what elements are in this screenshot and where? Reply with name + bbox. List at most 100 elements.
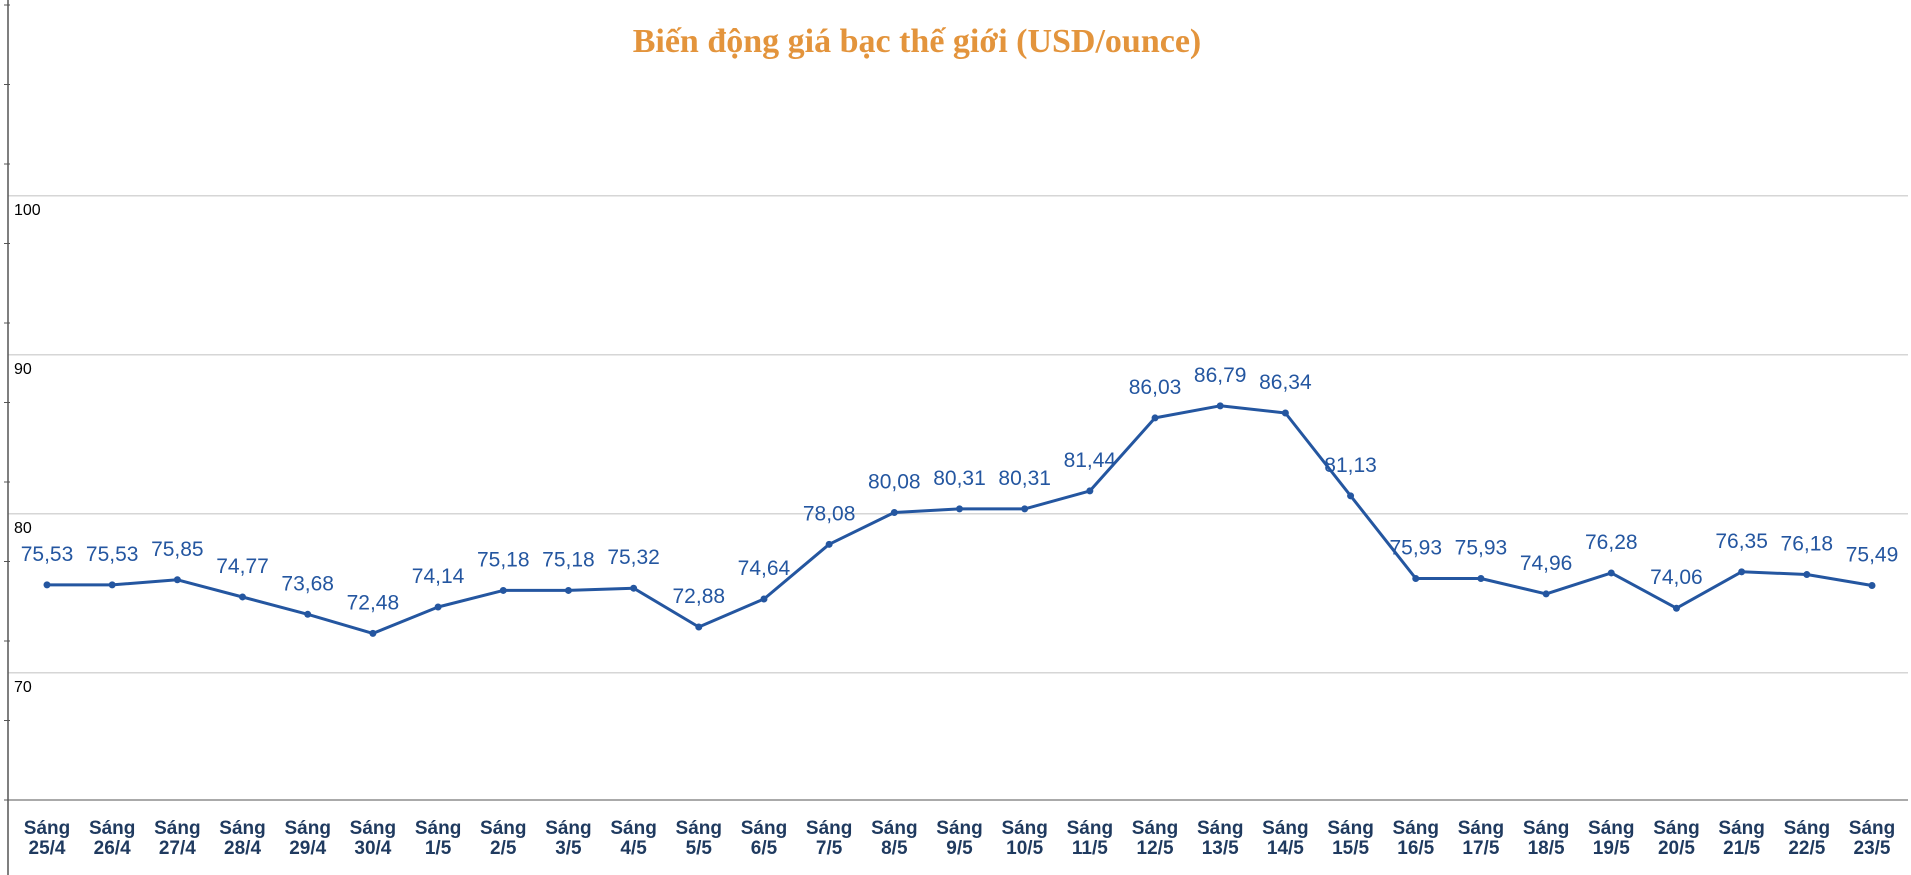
data-label: 75,32 <box>607 546 660 569</box>
data-point <box>369 629 377 637</box>
x-tick-label-line1: Sáng <box>154 818 200 839</box>
data-label: 75,53 <box>21 543 74 566</box>
x-tick-label-line1: Sáng <box>219 818 265 839</box>
x-tick-label-line2: 18/5 <box>1528 838 1565 859</box>
data-label: 80,31 <box>933 467 986 490</box>
x-tick-label-line1: Sáng <box>1393 818 1439 839</box>
x-tick-label-line1: Sáng <box>545 818 591 839</box>
x-tick-label-line2: 22/5 <box>1788 838 1825 859</box>
data-point <box>1477 575 1485 583</box>
data-point <box>1086 487 1094 495</box>
x-tick-label-line2: 2/5 <box>490 838 517 859</box>
x-tick-label-line2: 5/5 <box>686 838 713 859</box>
data-point <box>1412 575 1420 583</box>
x-tick-label-line1: Sáng <box>1262 818 1308 839</box>
data-label: 80,31 <box>998 467 1051 490</box>
x-tick-label-line1: Sáng <box>24 818 70 839</box>
x-tick-label-line1: Sáng <box>1197 818 1243 839</box>
data-label: 74,64 <box>738 557 791 580</box>
data-label: 76,35 <box>1715 530 1768 553</box>
x-tick-label-line1: Sáng <box>806 818 852 839</box>
x-tick-label-line2: 7/5 <box>816 838 843 859</box>
data-label: 76,28 <box>1585 531 1638 554</box>
x-tick-label-line1: Sáng <box>1849 818 1895 839</box>
x-tick-label-line2: 23/5 <box>1854 838 1891 859</box>
data-point <box>1216 402 1224 410</box>
data-point <box>1738 568 1746 576</box>
data-point <box>108 581 116 589</box>
x-tick-label-line1: Sáng <box>1784 818 1830 839</box>
data-label: 78,08 <box>803 502 856 525</box>
x-tick-label-line1: Sáng <box>871 818 917 839</box>
data-point <box>1151 414 1159 422</box>
data-label: 86,03 <box>1129 376 1182 399</box>
x-tick-label-line1: Sáng <box>741 818 787 839</box>
y-tick-label: 100 <box>14 202 41 219</box>
data-label: 75,49 <box>1846 544 1899 567</box>
data-point <box>956 505 963 513</box>
data-label: 74,06 <box>1650 566 1703 589</box>
x-tick-label-line1: Sáng <box>1718 818 1764 839</box>
data-point <box>564 586 572 594</box>
data-point <box>1021 505 1029 513</box>
x-tick-label-line1: Sáng <box>1653 818 1699 839</box>
data-point <box>825 540 833 548</box>
x-tick-label-line2: 17/5 <box>1462 838 1499 859</box>
x-tick-label-line2: 16/5 <box>1397 838 1434 859</box>
chart-title: Biến động giá bạc thế giới (USD/ounce) <box>633 23 1202 60</box>
data-point <box>1803 571 1811 579</box>
grid-layer: 70 80 90 100 <box>8 195 1908 696</box>
x-tick-label-line1: Sáng <box>1327 818 1373 839</box>
data-point <box>890 509 898 517</box>
data-label: 75,18 <box>542 548 595 571</box>
x-tick-label-line1: Sáng <box>350 818 396 839</box>
x-tick-label-line2: 13/5 <box>1202 838 1239 859</box>
x-tick-label-line2: 20/5 <box>1658 838 1695 859</box>
data-label: 75,85 <box>151 538 204 561</box>
data-label: 75,93 <box>1389 537 1442 560</box>
data-label: 76,18 <box>1781 533 1834 556</box>
data-label: 73,68 <box>281 572 334 595</box>
x-tick-label-line2: 12/5 <box>1137 838 1174 859</box>
x-tick-label-line2: 27/4 <box>159 838 196 859</box>
series-line <box>47 404 1873 635</box>
data-label-layer: 75,53 75,53 75,85 74,77 73,68 72,48 74,14 75,18… <box>21 364 1899 615</box>
data-point <box>499 586 507 594</box>
data-label: 74,77 <box>216 555 269 578</box>
data-label: 86,34 <box>1259 371 1312 394</box>
x-tick-label-line1: Sáng <box>676 818 722 839</box>
data-label: 72,88 <box>673 585 726 608</box>
x-tick-label-line1: Sáng <box>1458 818 1504 839</box>
data-point <box>1347 492 1355 500</box>
axis-layer <box>4 0 1908 875</box>
x-tick-label-line2: 28/4 <box>224 838 261 859</box>
y-tick-label: 80 <box>14 520 32 537</box>
data-label: 75,18 <box>477 548 530 571</box>
data-point <box>695 623 703 631</box>
x-tick-label-line2: 8/5 <box>881 838 908 859</box>
x-tick-label-line2: 11/5 <box>1072 838 1108 859</box>
x-tick-label-line2: 21/5 <box>1723 838 1760 859</box>
series-layer <box>43 402 1876 637</box>
x-tick-label-line1: Sáng <box>415 818 461 839</box>
data-point <box>173 576 181 584</box>
x-tick-label-line1: Sáng <box>1067 818 1113 839</box>
x-tick-layer: Sáng25/4Sáng26/4Sáng27/4Sáng28/4Sáng29/4… <box>24 818 1895 859</box>
x-tick-label-line2: 30/4 <box>354 838 391 859</box>
x-tick-label-line1: Sáng <box>1001 818 1047 839</box>
y-tick-label: 70 <box>14 679 32 696</box>
data-point <box>1672 604 1680 612</box>
x-tick-label-line2: 3/5 <box>555 838 582 859</box>
x-tick-label-line1: Sáng <box>480 818 526 839</box>
x-tick-label-line1: Sáng <box>936 818 982 839</box>
x-tick-label-line2: 1/5 <box>425 838 452 859</box>
data-point <box>239 593 247 601</box>
x-tick-label-line2: 10/5 <box>1006 838 1043 859</box>
x-tick-label-line1: Sáng <box>1523 818 1569 839</box>
x-tick-label-line2: 15/5 <box>1332 838 1369 859</box>
y-tick-label: 90 <box>14 361 32 378</box>
data-point <box>630 584 638 592</box>
data-label: 74,14 <box>412 565 465 588</box>
